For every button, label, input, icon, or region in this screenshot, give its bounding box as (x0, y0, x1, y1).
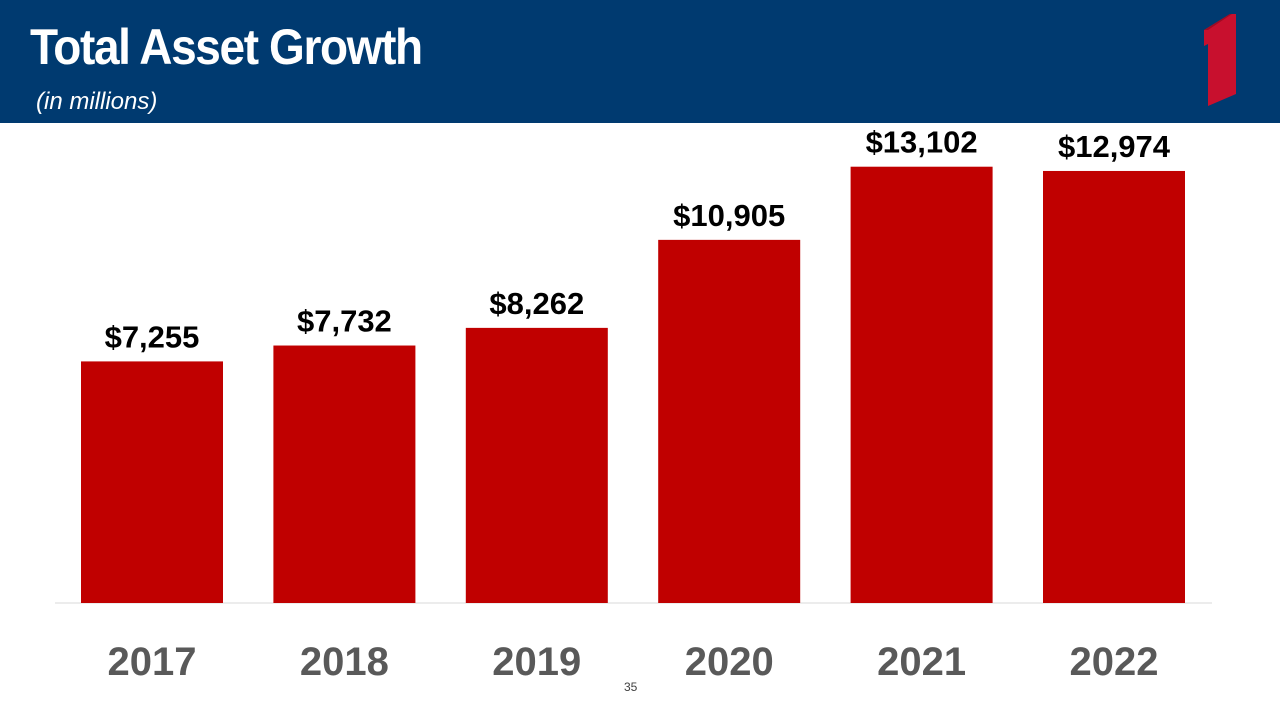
value-label-2021: $13,102 (866, 125, 978, 160)
bar-2020 (658, 239, 801, 603)
category-label-2017: 2017 (108, 640, 197, 684)
value-label-2017: $7,255 (105, 319, 200, 354)
header-banner: Total Asset Growth (in millions) (0, 0, 1280, 123)
value-label-2020: $10,905 (673, 198, 785, 233)
bar-2018 (273, 345, 416, 603)
page-title: Total Asset Growth (30, 19, 423, 75)
bar-2021 (850, 166, 993, 603)
category-label-2019: 2019 (492, 640, 581, 684)
category-label-2022: 2022 (1070, 640, 1159, 684)
value-label-2022: $12,974 (1058, 129, 1171, 164)
bars-group: $7,255 2017 $7,732 2018 $8,262 2019 $10,905 202… (81, 125, 1185, 684)
value-label-2018: $7,732 (297, 304, 392, 339)
page-subtitle: (in millions) (36, 88, 158, 115)
page-number: 35 (624, 680, 638, 694)
category-label-2021: 2021 (877, 640, 966, 684)
bar-2019 (465, 327, 608, 603)
bar-2017 (81, 361, 223, 603)
category-label-2020: 2020 (685, 640, 774, 684)
bar-chart: $7,255 2017 $7,732 2018 $8,262 2019 $10,905 202… (55, 125, 1212, 684)
category-label-2018: 2018 (300, 640, 389, 684)
bar-2022 (1043, 170, 1185, 603)
value-label-2019: $8,262 (489, 286, 584, 321)
logo-icon (1204, 14, 1236, 106)
